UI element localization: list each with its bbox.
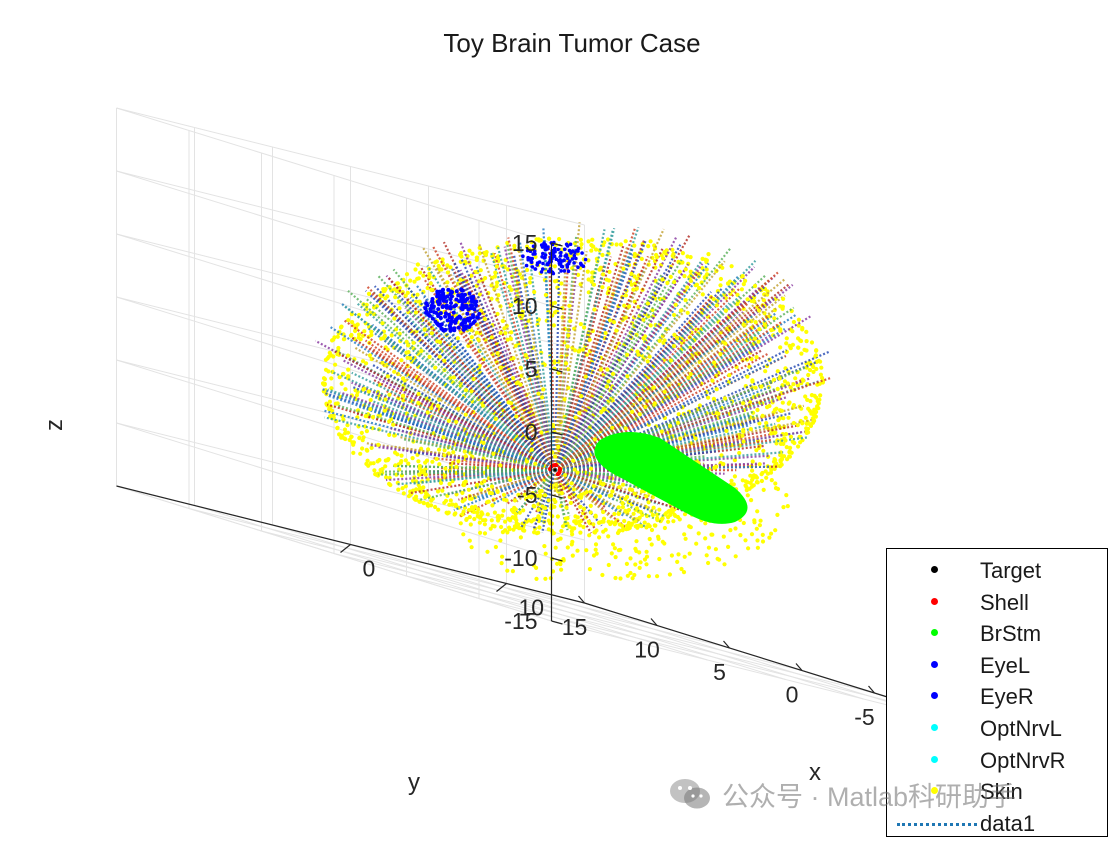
legend-label: Target	[980, 558, 1041, 584]
legend-item: Shell	[887, 587, 1107, 619]
z-axis-label: z	[41, 419, 68, 431]
legend-label: OptNrvR	[980, 748, 1066, 774]
legend-marker	[923, 650, 947, 682]
watermark-text: 公众号 · Matlab科研助手	[722, 775, 1016, 814]
x-tick-label: 10	[519, 595, 545, 621]
z-tick	[552, 495, 563, 498]
legend-marker	[923, 745, 947, 777]
legend-marker	[923, 713, 947, 745]
y-tick-label: 0	[786, 682, 799, 708]
z-tick-label: 10	[512, 293, 538, 319]
z-tick-label: -5	[517, 482, 537, 508]
legend-label: EyeR	[980, 684, 1034, 710]
legend-item: BrStm	[887, 618, 1107, 650]
target-point	[553, 468, 556, 471]
y-tick-label: 5	[713, 659, 726, 685]
legend-item: OptNrvL	[887, 713, 1107, 745]
legend-marker	[923, 618, 947, 650]
legend-item: EyeL	[887, 650, 1107, 682]
chart-title: Toy Brain Tumor Case	[443, 28, 700, 58]
legend-label: Shell	[980, 590, 1029, 616]
legend-label: data1	[980, 811, 1035, 837]
legend-label: BrStm	[980, 621, 1041, 647]
y-tick-label: 15	[562, 614, 588, 640]
legend-item: Target	[887, 555, 1107, 587]
legend-marker	[923, 681, 947, 713]
legend-item: EyeR	[887, 681, 1107, 713]
wechat-icon	[668, 777, 712, 811]
watermark: 公众号 · Matlab科研助手	[668, 776, 1016, 812]
plot-area	[315, 222, 831, 581]
y-tick-label: 10	[634, 637, 660, 663]
z-tick-label: 0	[525, 419, 538, 445]
legend-marker	[923, 555, 947, 587]
z-tick-label: 15	[512, 230, 538, 256]
legend-label: OptNrvL	[980, 716, 1062, 742]
y-axis-label: y	[408, 769, 420, 796]
legend-label: EyeL	[980, 653, 1030, 679]
legend-item: OptNrvR	[887, 745, 1107, 777]
y-tick-label: -5	[854, 704, 874, 730]
grid-line	[507, 584, 942, 719]
legend-marker	[923, 587, 947, 619]
z-tick-label: -10	[504, 545, 537, 571]
z-tick-label: 5	[525, 356, 538, 382]
x-tick-label: 0	[363, 556, 376, 582]
